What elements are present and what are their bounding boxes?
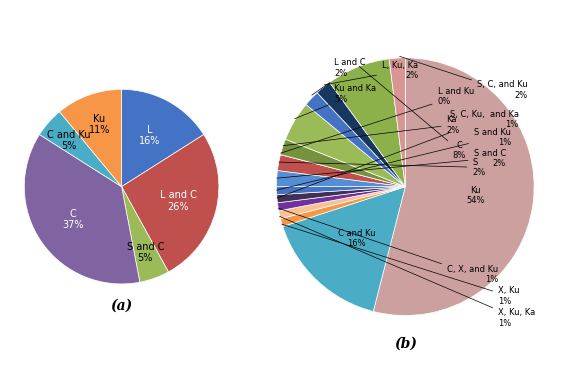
Text: C and Ku
16%: C and Ku 16%	[338, 229, 376, 248]
Wedge shape	[280, 139, 405, 187]
Text: C and Ku
5%: C and Ku 5%	[47, 130, 91, 151]
Text: (a): (a)	[111, 298, 133, 312]
Text: Ku
11%: Ku 11%	[89, 113, 110, 135]
Wedge shape	[373, 58, 534, 315]
Text: L
16%: L 16%	[139, 125, 160, 146]
Text: L and Ku
0%: L and Ku 0%	[281, 87, 474, 153]
Wedge shape	[285, 105, 405, 187]
Text: S and Ku
1%: S and Ku 1%	[277, 128, 511, 190]
Wedge shape	[278, 187, 405, 219]
Text: S and C
2%: S and C 2%	[277, 149, 506, 178]
Wedge shape	[276, 171, 405, 187]
Wedge shape	[329, 59, 405, 187]
Text: S and C
5%: S and C 5%	[127, 242, 164, 264]
Text: S
2%: S 2%	[279, 158, 486, 177]
Text: (b): (b)	[394, 337, 417, 351]
Text: L, Ku, Ka
2%: L, Ku, Ka 2%	[324, 61, 418, 85]
Wedge shape	[317, 82, 405, 187]
Wedge shape	[280, 187, 405, 227]
Wedge shape	[39, 112, 122, 187]
Wedge shape	[122, 135, 219, 272]
Wedge shape	[276, 187, 405, 195]
Wedge shape	[280, 154, 405, 187]
Wedge shape	[277, 187, 405, 203]
Text: Ku and Ka
5%: Ku and Ka 5%	[295, 84, 376, 119]
Text: X, Ku, Ka
1%: X, Ku, Ka 1%	[280, 216, 536, 328]
Wedge shape	[389, 58, 405, 187]
Text: C
8%: C 8%	[359, 66, 466, 160]
Wedge shape	[306, 93, 405, 187]
Text: L and C
26%: L and C 26%	[160, 190, 196, 212]
Wedge shape	[277, 154, 405, 187]
Text: C, X, and Ku
1%: C, X, and Ku 1%	[278, 208, 498, 284]
Wedge shape	[24, 135, 140, 284]
Wedge shape	[277, 187, 405, 211]
Text: Ka
2%: Ka 2%	[283, 115, 460, 146]
Wedge shape	[60, 89, 122, 187]
Wedge shape	[283, 187, 405, 311]
Text: C
37%: C 37%	[63, 209, 84, 230]
Wedge shape	[122, 187, 168, 282]
Text: S, C, Ku,  and Ka
1%: S, C, Ku, and Ka 1%	[277, 110, 519, 198]
Text: L and C
2%: L and C 2%	[312, 59, 366, 95]
Wedge shape	[122, 89, 204, 187]
Text: Ku
54%: Ku 54%	[466, 186, 485, 205]
Text: S, C, and Ku
2%: S, C, and Ku 2%	[400, 56, 527, 100]
Text: X, Ku
1%: X, Ku 1%	[282, 224, 519, 306]
